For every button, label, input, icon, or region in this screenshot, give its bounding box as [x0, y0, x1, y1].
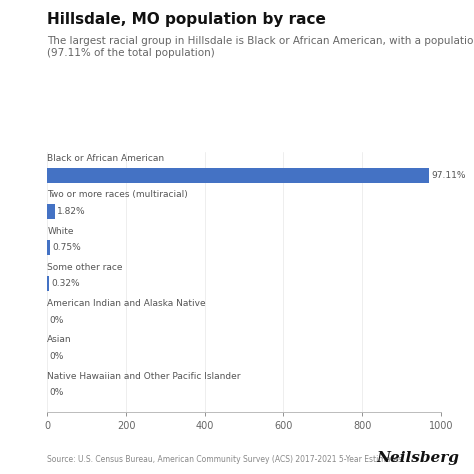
Text: Hillsdale, MO population by race: Hillsdale, MO population by race: [47, 12, 326, 27]
Text: The largest racial group in Hillsdale is Black or African American, with a popul: The largest racial group in Hillsdale is…: [47, 36, 474, 46]
Text: 0.75%: 0.75%: [53, 243, 82, 252]
Text: (97.11% of the total population): (97.11% of the total population): [47, 48, 215, 58]
Text: 0%: 0%: [50, 316, 64, 325]
Text: 0.32%: 0.32%: [51, 279, 80, 288]
Text: 0%: 0%: [50, 388, 64, 397]
Text: American Indian and Alaska Native: American Indian and Alaska Native: [47, 299, 206, 308]
Text: Neilsberg: Neilsberg: [377, 451, 460, 465]
Bar: [47, 168, 429, 183]
Text: 1.82%: 1.82%: [57, 207, 85, 216]
Bar: [47, 276, 49, 292]
Text: Asian: Asian: [47, 335, 72, 344]
Bar: [47, 204, 55, 219]
Text: Native Hawaiian and Other Pacific Islander: Native Hawaiian and Other Pacific Island…: [47, 372, 241, 381]
Text: Two or more races (multiracial): Two or more races (multiracial): [47, 191, 188, 200]
Text: Source: U.S. Census Bureau, American Community Survey (ACS) 2017-2021 5-Year Est: Source: U.S. Census Bureau, American Com…: [47, 455, 402, 464]
Text: 0%: 0%: [50, 352, 64, 361]
Text: Black or African American: Black or African American: [47, 154, 164, 163]
Text: 97.11%: 97.11%: [432, 171, 466, 180]
Text: Some other race: Some other race: [47, 263, 123, 272]
Text: White: White: [47, 227, 74, 236]
Bar: [47, 240, 50, 255]
